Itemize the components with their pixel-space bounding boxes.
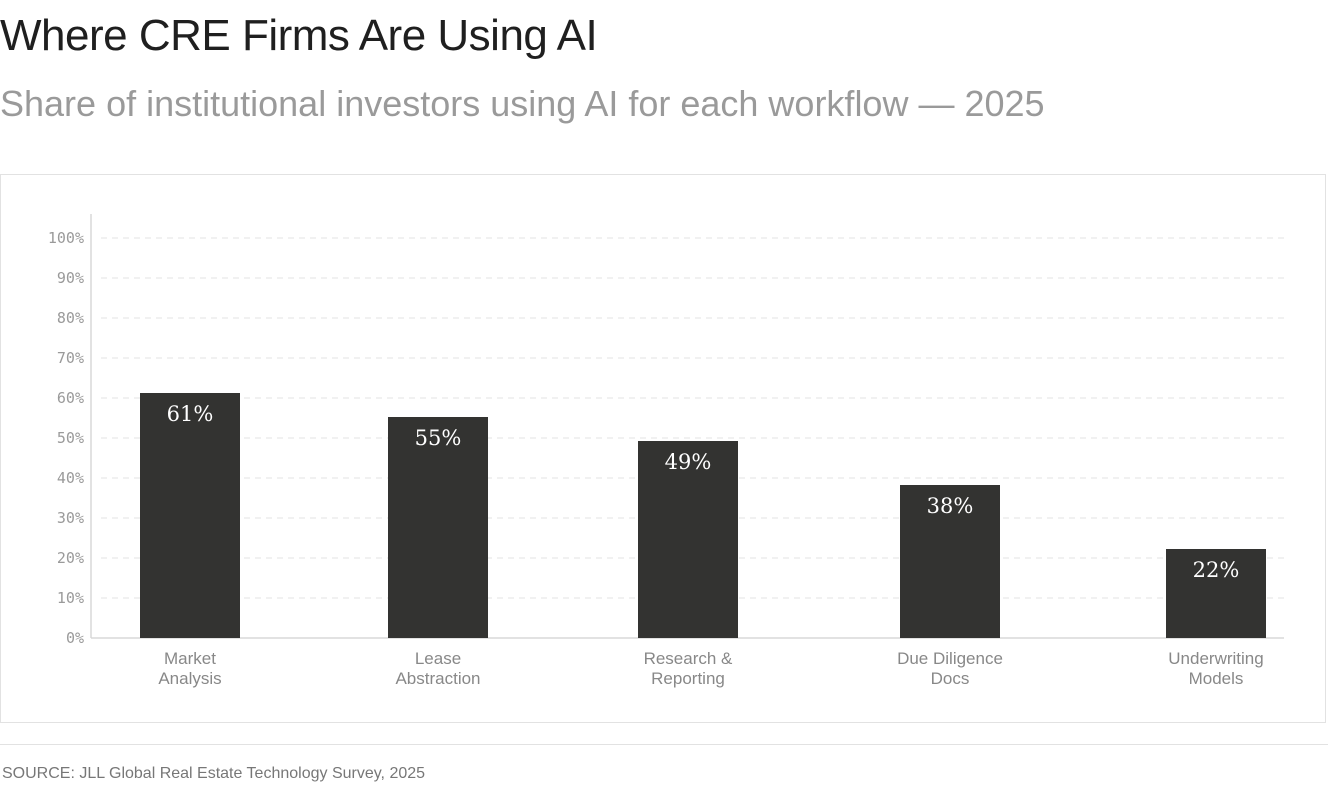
x-category-label: Research & [644,649,733,668]
y-tick-label: 50% [57,429,84,447]
y-tick-label: 70% [57,349,84,367]
y-tick-label: 20% [57,549,84,567]
bar-value-label: 55% [415,426,462,450]
y-tick-label: 80% [57,309,84,327]
x-category-label: Lease [415,649,461,668]
bar [1166,549,1266,638]
bar [638,441,738,638]
y-tick-label: 10% [57,589,84,607]
y-tick-label: 0% [66,629,84,647]
x-category-label: Market [164,649,216,668]
bar-value-label: 22% [1193,558,1240,582]
bar-value-label: 49% [665,450,712,474]
x-category-label: Analysis [158,669,221,688]
bar-chart: 0% 10% 20% 30% 40% 50% 60% 70% 80% 90% 100% 61% Mark… [48,214,1284,688]
y-tick-label: 90% [57,269,84,287]
bar [900,485,1000,638]
y-tick-label: 30% [57,509,84,527]
y-tick-label: 40% [57,469,84,487]
chart-subtitle: Share of institutional investors using A… [0,83,1045,124]
x-category-label: Due Diligence [897,649,1003,668]
x-category-label: Abstraction [395,669,480,688]
bar-value-label: 38% [927,494,974,518]
x-category-label: Reporting [651,669,725,688]
chart-title: Where CRE Firms Are Using AI [0,11,598,60]
bar-value-label: 61% [167,402,214,426]
source-note: SOURCE: JLL Global Real Estate Technolog… [2,765,426,782]
x-category-label: Models [1189,669,1244,688]
x-category-label: Underwriting [1168,649,1263,668]
bar [140,393,240,638]
y-tick-label: 100% [48,229,84,247]
footer-divider [0,744,1328,745]
x-category-label: Docs [931,669,970,688]
y-tick-label: 60% [57,389,84,407]
bar [388,417,488,638]
